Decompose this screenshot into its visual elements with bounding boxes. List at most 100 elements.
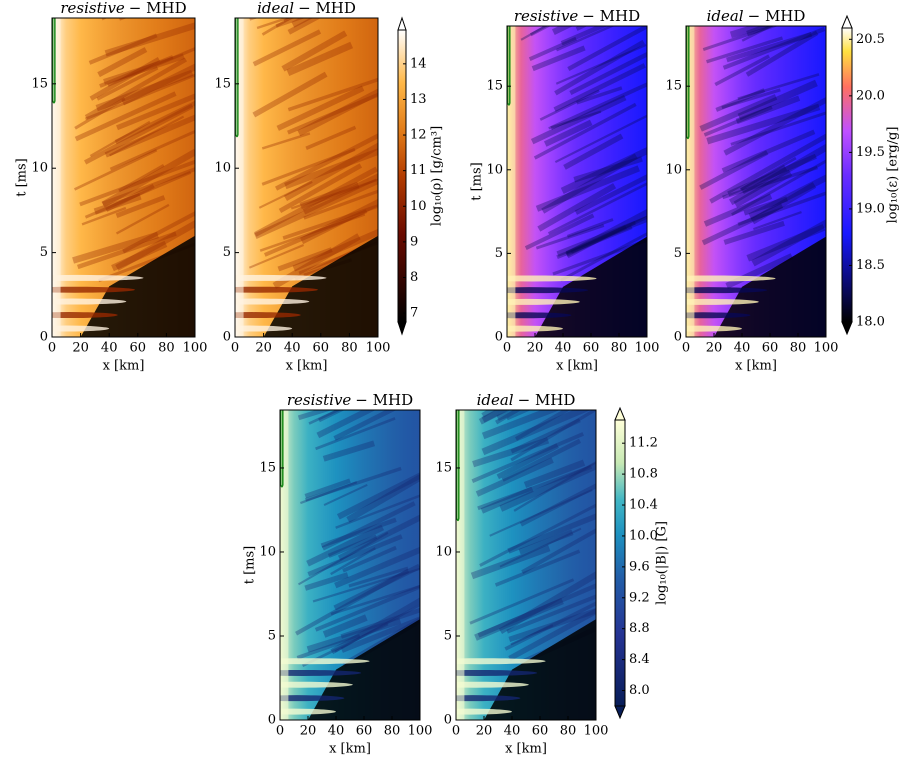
- texture: [52, 325, 110, 332]
- texture: [729, 26, 772, 39]
- texture: [573, 156, 643, 183]
- colorbar-tick-label: 10.4: [629, 498, 658, 513]
- y-axis-label: t [ms]: [470, 162, 485, 201]
- texture: [753, 211, 802, 231]
- texture: [501, 438, 582, 482]
- x-tick-label: 20: [476, 724, 493, 739]
- texture: [314, 584, 420, 632]
- texture: [574, 174, 647, 215]
- panel-title-rest: − MHD: [518, 391, 576, 409]
- y-tick-label: 5: [223, 245, 231, 260]
- x-tick-label: 40: [504, 724, 521, 739]
- texture: [703, 193, 773, 227]
- texture: [739, 156, 797, 191]
- colorbar-tick-label: 18.0: [856, 315, 885, 330]
- texture: [741, 26, 774, 42]
- texture: [519, 483, 596, 527]
- contour: [234, 18, 239, 138]
- core: [456, 410, 465, 720]
- texture: [510, 624, 554, 646]
- texture: [494, 549, 581, 587]
- texture: [282, 204, 378, 240]
- texture: [496, 410, 526, 421]
- y-tick-label: 15: [665, 79, 682, 94]
- texture: [726, 32, 813, 63]
- colorbar-extend: [841, 321, 853, 336]
- texture: [699, 150, 769, 190]
- colorbar-tick-label: 8: [410, 270, 418, 285]
- x-tick-label: 0: [231, 341, 239, 356]
- texture: [496, 443, 559, 480]
- texture: [507, 312, 572, 319]
- texture: [254, 166, 378, 237]
- x-tick-label: 100: [635, 341, 660, 356]
- texture: [52, 312, 118, 319]
- texture: [548, 110, 602, 130]
- texture: [101, 148, 195, 208]
- colorbar: [841, 27, 853, 323]
- texture: [543, 119, 593, 147]
- x-axis-label: x [km]: [505, 742, 547, 757]
- texture: [737, 79, 818, 121]
- heatmap: [456, 410, 596, 720]
- texture: [518, 529, 574, 555]
- colorbar-tick-label: 10.8: [629, 467, 658, 482]
- texture: [295, 568, 410, 636]
- texture: [303, 189, 378, 220]
- colorbar-tick-label: 13: [410, 92, 427, 107]
- texture: [727, 153, 817, 197]
- contour: [685, 26, 690, 140]
- texture: [513, 460, 596, 512]
- texture: [474, 597, 564, 641]
- texture: [259, 213, 366, 252]
- y-tick-label: 10: [665, 162, 682, 177]
- y-tick-label: 10: [486, 162, 503, 177]
- texture: [280, 695, 345, 702]
- texture: [248, 244, 304, 269]
- texture: [514, 410, 571, 441]
- x-tick-label: 80: [790, 341, 807, 356]
- plot-frame: [279, 409, 421, 721]
- x-tick-label: 100: [408, 724, 433, 739]
- texture: [506, 594, 596, 634]
- texture: [95, 69, 194, 112]
- texture: [327, 534, 378, 558]
- texture: [569, 51, 647, 95]
- texture: [701, 203, 784, 246]
- texture: [743, 196, 788, 216]
- texture: [89, 120, 151, 157]
- x-tick-label: 60: [583, 341, 600, 356]
- colorbar: [397, 29, 407, 323]
- y-tick-label: 0: [40, 330, 48, 345]
- texture: [299, 181, 360, 210]
- texture: [530, 94, 627, 145]
- texture: [477, 465, 593, 511]
- texture: [535, 165, 640, 212]
- texture: [541, 153, 638, 214]
- y-tick-label: 10: [435, 544, 452, 559]
- x-tick-label: 40: [555, 341, 572, 356]
- y-tick-label: 0: [223, 330, 231, 345]
- x-axis-label: x [km]: [103, 359, 145, 374]
- texture: [539, 89, 600, 121]
- core: [52, 18, 61, 337]
- texture: [337, 514, 420, 561]
- y-tick-label: 5: [674, 246, 682, 261]
- texture: [52, 298, 127, 305]
- texture: [560, 232, 647, 282]
- texture: [286, 41, 354, 77]
- texture: [335, 494, 420, 529]
- y-tick-label: 5: [40, 245, 48, 260]
- texture: [480, 486, 534, 514]
- colorbar-tick-label: 20.0: [856, 88, 885, 103]
- texture: [456, 695, 521, 702]
- heatmap: [686, 26, 826, 337]
- y-tick-label: 0: [674, 330, 682, 345]
- colorbar: [614, 419, 626, 707]
- texture: [235, 298, 310, 305]
- texture: [306, 617, 402, 653]
- texture: [507, 513, 596, 554]
- texture: [550, 82, 647, 130]
- colorbar-extend: [397, 321, 407, 336]
- texture: [261, 18, 294, 36]
